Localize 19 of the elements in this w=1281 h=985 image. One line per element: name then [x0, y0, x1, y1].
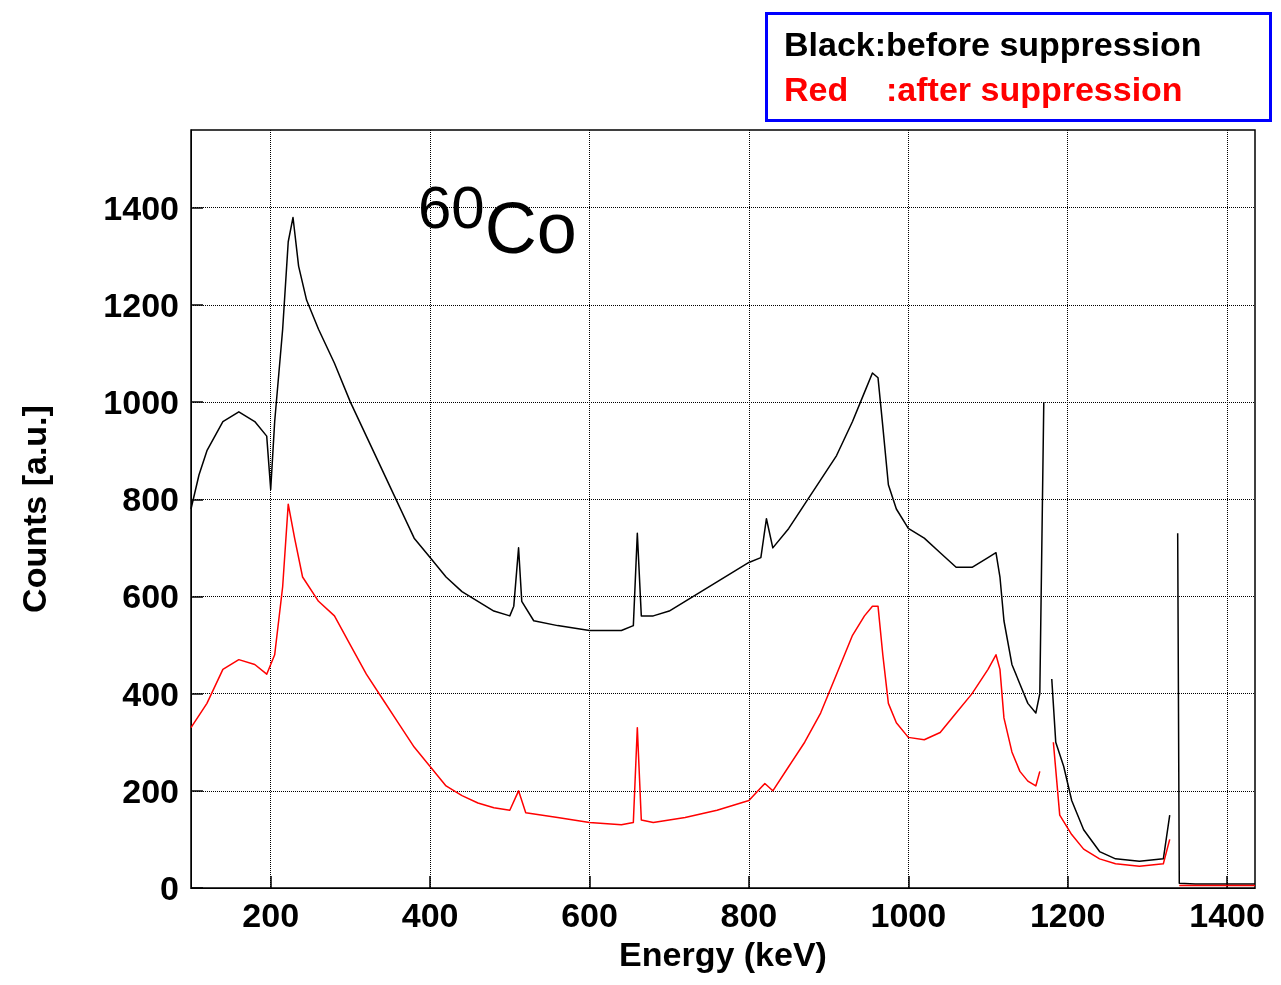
x-axis-title: Energy (keV) — [619, 934, 827, 973]
annotation: $^{60}$Co — [418, 174, 577, 268]
y-axis-title: Counts [a.u.] — [15, 405, 53, 613]
y-tick-label: 1000 — [103, 383, 179, 422]
y-tick-label: 1200 — [103, 285, 179, 324]
x-tick-label: 800 — [720, 896, 778, 934]
x-tick-label: 1000 — [870, 896, 947, 934]
y-tick-label: 1400 — [103, 188, 179, 227]
y-tick-label: 400 — [122, 674, 179, 713]
y-tick-label: 800 — [122, 480, 179, 519]
y-tick-label: 0 — [160, 869, 179, 907]
x-tick-label: 400 — [401, 896, 459, 934]
x-tick-label: 200 — [242, 896, 300, 934]
y-tick-label: 200 — [122, 771, 179, 810]
x-tick-label: 1400 — [1189, 896, 1265, 934]
x-tick-label: 600 — [561, 896, 618, 934]
caption-box: Black:before suppression Red :after suppression — [765, 12, 1272, 122]
y-tick-label: 600 — [122, 577, 179, 616]
x-tick-label: 1200 — [1029, 896, 1106, 934]
